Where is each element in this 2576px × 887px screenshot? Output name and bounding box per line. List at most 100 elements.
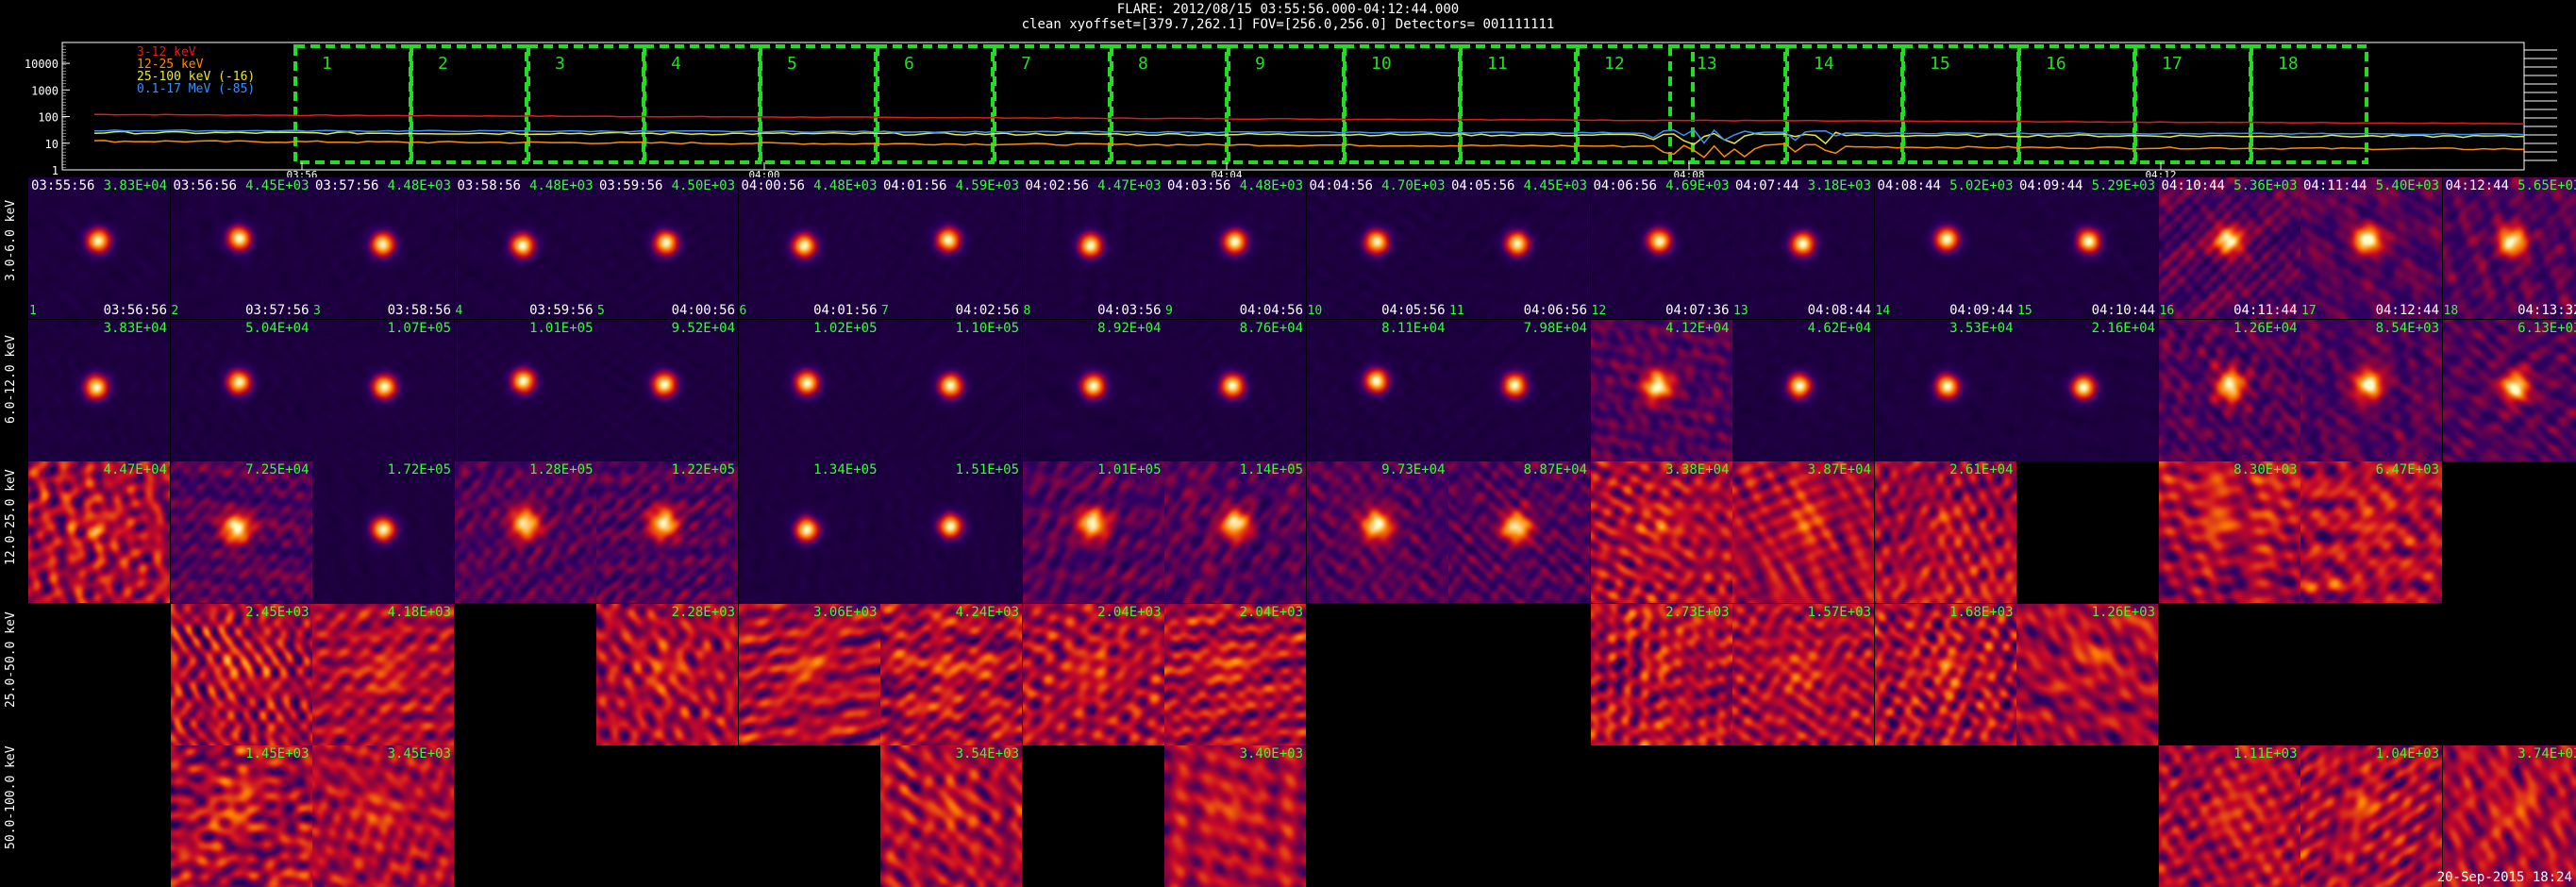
interval-start-time: 04:07:44 bbox=[1735, 178, 1799, 193]
image-max-value: 1.14E+05 bbox=[1239, 462, 1303, 477]
image-max-value: 4.50E+03 bbox=[671, 178, 735, 193]
image-tile: 2.61E+04 bbox=[1874, 461, 2016, 603]
image-max-value: 3.74E+03 bbox=[2517, 746, 2576, 761]
reconstructed-image bbox=[2300, 319, 2442, 461]
x-tick-label: 03:56 bbox=[286, 169, 317, 179]
interval-label-12: 12 bbox=[1604, 54, 1625, 74]
reconstructed-image bbox=[1590, 319, 1732, 461]
interval-box-8 bbox=[1110, 44, 1229, 164]
image-tile: 1.10E+05 bbox=[880, 319, 1022, 461]
reconstructed-image bbox=[1306, 177, 1448, 319]
image-tile: 4.24E+03 bbox=[880, 603, 1022, 745]
image-max-value: 2.45E+03 bbox=[245, 604, 309, 620]
image-tile: 8.30E+03 bbox=[2158, 461, 2300, 603]
image-tile: 3.54E+03 bbox=[880, 745, 1022, 887]
interval-end-time: 04:03:56 bbox=[1097, 303, 1162, 318]
image-max-value: 1.45E+03 bbox=[245, 746, 309, 761]
interval-box-14 bbox=[1785, 44, 1904, 164]
reconstructed-image bbox=[880, 603, 1022, 745]
image-tile: 6.47E+03 bbox=[2300, 461, 2442, 603]
interval-index: 2 bbox=[171, 304, 179, 318]
image-max-value: 1.68E+03 bbox=[1949, 604, 2014, 620]
image-tile: 1.34E+05 bbox=[738, 461, 880, 603]
interval-index: 12 bbox=[1591, 304, 1607, 318]
reconstructed-image bbox=[170, 603, 312, 745]
reconstructed-image bbox=[1590, 461, 1732, 603]
image-tile: 8.54E+03 bbox=[2300, 319, 2442, 461]
interval-end-time: 04:12:44 bbox=[2375, 303, 2439, 318]
image-max-value: 1.28E+05 bbox=[529, 462, 594, 477]
figure-header: FLARE: 2012/08/15 03:55:56.000-04:12:44.… bbox=[0, 0, 2576, 38]
interval-index: 1 bbox=[29, 304, 37, 318]
reconstructed-image bbox=[596, 603, 738, 745]
reconstructed-image bbox=[596, 461, 738, 603]
interval-end-time: 04:09:44 bbox=[1949, 303, 2014, 318]
interval-end-time: 04:05:56 bbox=[1381, 303, 1446, 318]
image-tile: 3.87E+04 bbox=[1732, 461, 1874, 603]
interval-end-time: 04:02:56 bbox=[955, 303, 1019, 318]
energy-row-label: 25.0-50.0 keV bbox=[4, 611, 18, 708]
interval-label-2: 2 bbox=[438, 54, 448, 74]
reconstructed-image bbox=[1022, 461, 1164, 603]
interval-label-16: 16 bbox=[2046, 54, 2066, 74]
lightcurve-series bbox=[93, 128, 2525, 144]
image-max-value: 3.83E+04 bbox=[103, 178, 167, 193]
image-max-value: 8.11E+04 bbox=[1381, 320, 1446, 336]
interval-end-time: 03:58:56 bbox=[387, 303, 451, 318]
interval-index: 14 bbox=[1875, 304, 1891, 318]
image-max-value: 4.47E+04 bbox=[103, 462, 167, 477]
reconstructed-image bbox=[1874, 461, 2016, 603]
interval-box-16 bbox=[2017, 44, 2136, 164]
interval-label-13: 13 bbox=[1697, 54, 1717, 74]
reconstructed-image bbox=[28, 461, 170, 603]
interval-start-time: 03:56:56 bbox=[173, 178, 237, 193]
y-tick-label: 10000 bbox=[25, 58, 59, 71]
reconstructed-image bbox=[28, 319, 170, 461]
image-max-value: 3.45E+03 bbox=[387, 746, 451, 761]
image-tile: 6.13E+03 bbox=[2442, 319, 2576, 461]
image-tile: 4.50E+03 03:59:56 04:00:56 5 bbox=[596, 177, 738, 319]
image-tile: 3.45E+03 bbox=[312, 745, 454, 887]
reconstructed-image bbox=[312, 745, 454, 887]
image-tile: 4.70E+03 04:04:56 04:05:56 10 bbox=[1306, 177, 1448, 319]
image-tile: 4.48E+03 04:00:56 04:01:56 6 bbox=[738, 177, 880, 319]
reconstructed-image bbox=[2442, 177, 2576, 319]
interval-index: 17 bbox=[2301, 304, 2317, 318]
interval-start-time: 04:12:44 bbox=[2445, 178, 2509, 193]
image-max-value: 8.30E+03 bbox=[2233, 462, 2298, 477]
image-max-value: 4.69E+03 bbox=[1665, 178, 1730, 193]
energy-row-label: 50.0-100.0 keV bbox=[4, 745, 18, 849]
reconstructed-image bbox=[170, 319, 312, 461]
reconstructed-image bbox=[2300, 745, 2442, 887]
image-tile: 9.52E+04 bbox=[596, 319, 738, 461]
reconstructed-image bbox=[880, 461, 1022, 603]
image-max-value: 4.45E+03 bbox=[245, 178, 309, 193]
x-tick-label: 04:08 bbox=[1673, 169, 1704, 179]
interval-box-12 bbox=[1576, 44, 1695, 164]
interval-label-11: 11 bbox=[1487, 54, 1508, 74]
image-max-value: 5.40E+03 bbox=[2375, 178, 2439, 193]
image-max-value: 3.54E+03 bbox=[955, 746, 1019, 761]
interval-end-time: 04:04:56 bbox=[1239, 303, 1303, 318]
image-tile: 1.22E+05 bbox=[596, 461, 738, 603]
reconstructed-image bbox=[738, 461, 880, 603]
lightcurve-series bbox=[93, 140, 2524, 159]
image-tile: 1.72E+05 bbox=[312, 461, 454, 603]
interval-index: 3 bbox=[313, 304, 321, 318]
interval-label-14: 14 bbox=[1814, 54, 1834, 74]
reconstructed-image bbox=[1732, 177, 1874, 319]
interval-label-15: 15 bbox=[1930, 54, 1950, 74]
reconstructed-image bbox=[1448, 319, 1590, 461]
image-tile: 5.04E+04 bbox=[170, 319, 312, 461]
lightcurve-frame bbox=[61, 42, 2525, 171]
image-max-value: 1.02E+05 bbox=[813, 320, 878, 336]
image-tile: 7.25E+04 bbox=[170, 461, 312, 603]
image-max-value: 1.01E+05 bbox=[529, 320, 594, 336]
reconstructed-image bbox=[454, 461, 596, 603]
image-tile: 4.45E+03 03:56:56 03:57:56 2 bbox=[170, 177, 312, 319]
image-tile: 1.51E+05 bbox=[880, 461, 1022, 603]
reconstructed-image bbox=[1164, 461, 1306, 603]
image-tile: 4.69E+03 04:06:56 04:07:36 12 bbox=[1590, 177, 1732, 319]
lightcurve-series bbox=[93, 130, 2525, 146]
image-max-value: 5.04E+04 bbox=[245, 320, 309, 336]
